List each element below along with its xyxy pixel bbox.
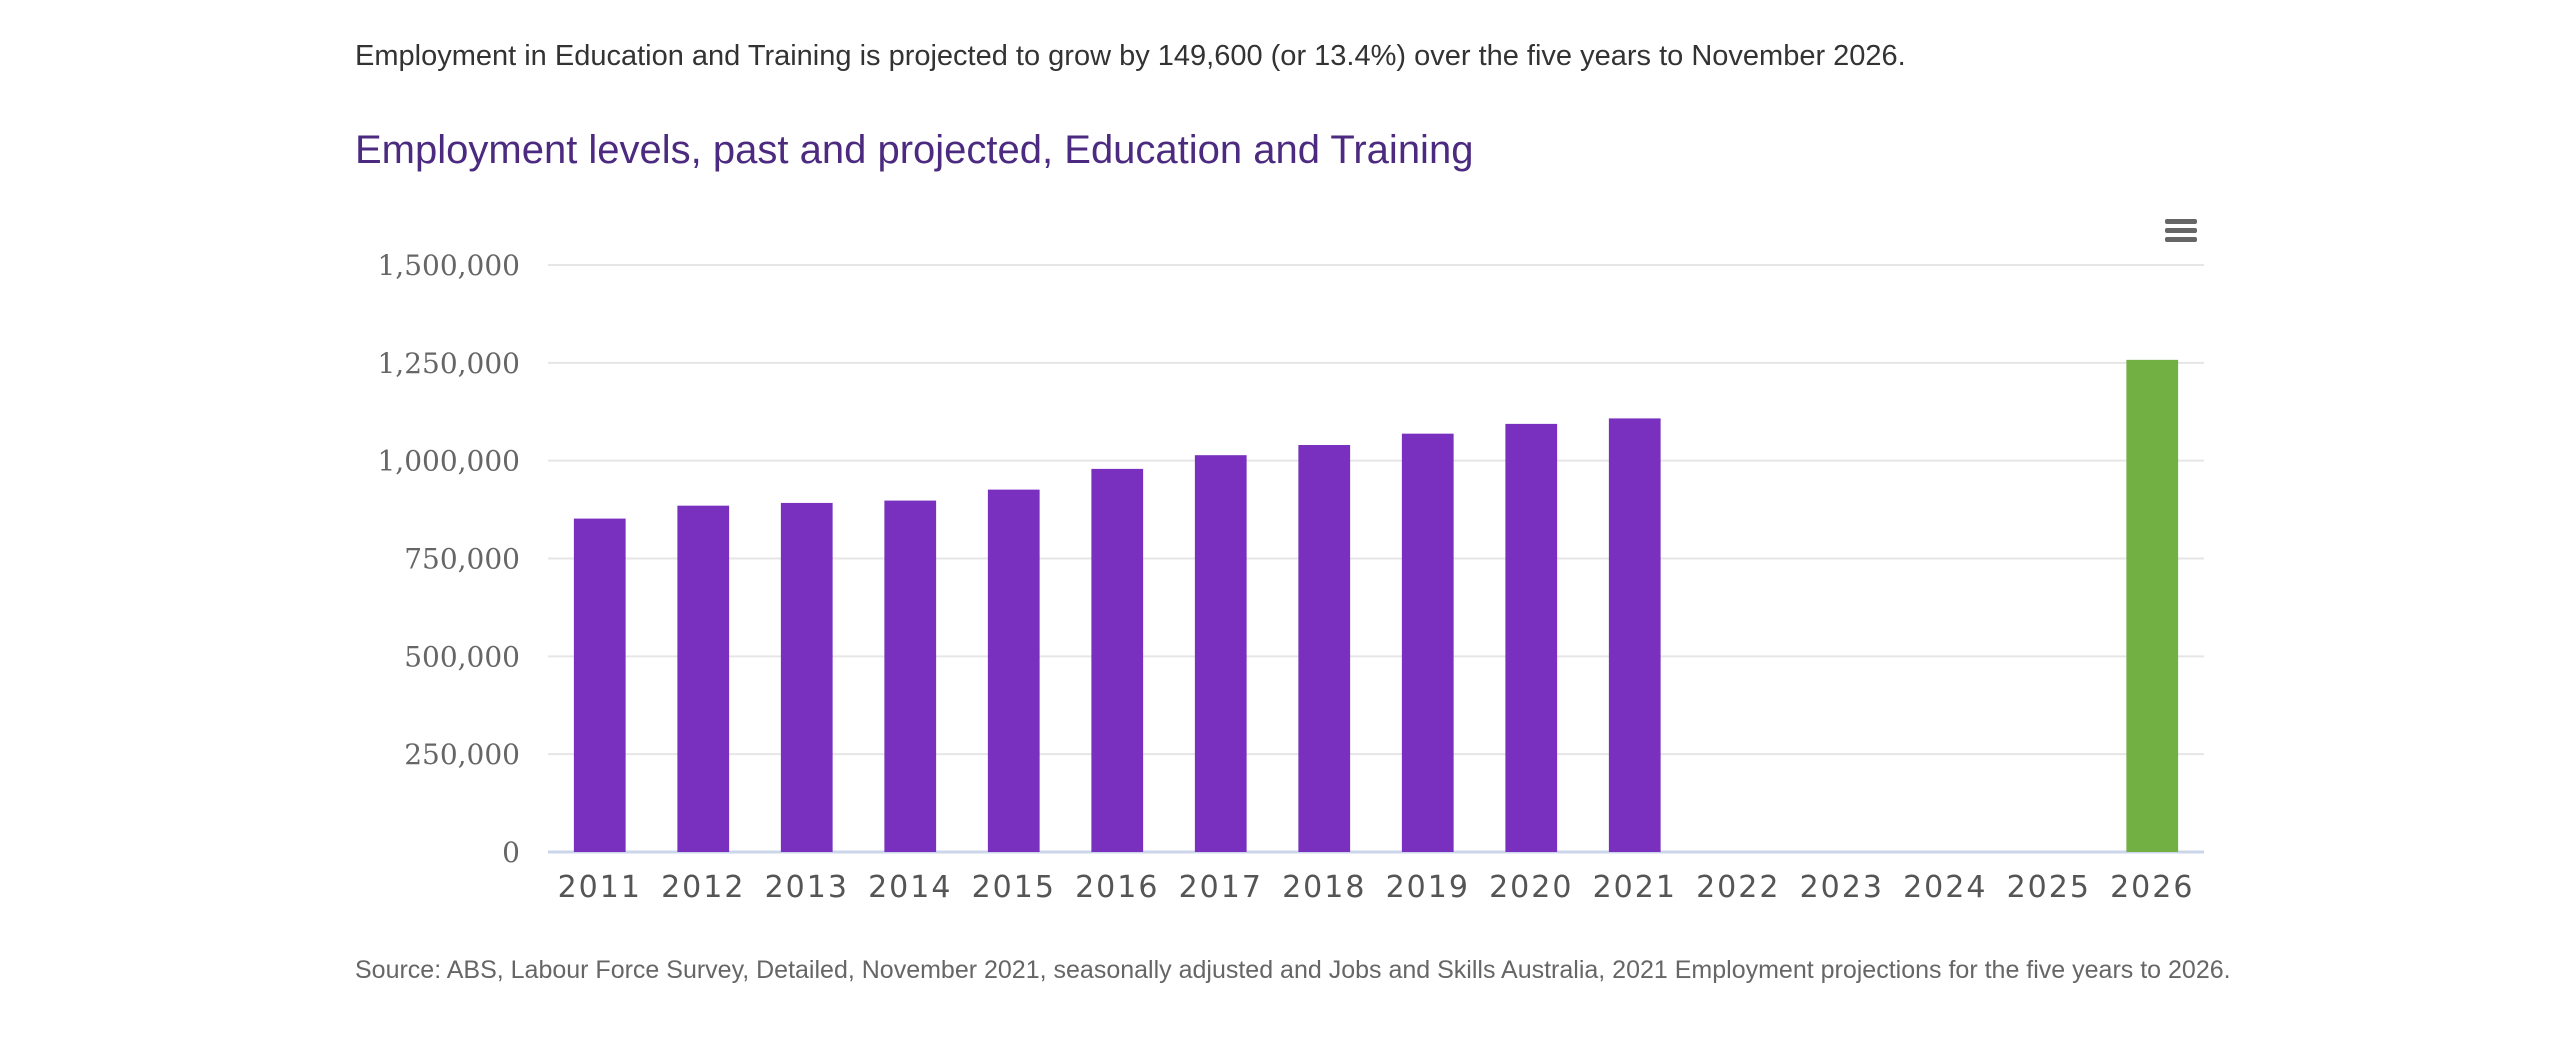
x-tick-label: 2015	[972, 870, 1056, 905]
hamburger-menu-icon[interactable]	[2165, 219, 2197, 245]
source-note: Source: ABS, Labour Force Survey, Detail…	[355, 956, 2231, 984]
x-tick-label: 2012	[661, 870, 745, 905]
bar-2015	[987, 489, 1040, 852]
bar-2013	[780, 502, 833, 852]
bar-2018	[1298, 445, 1351, 852]
x-tick-label: 2023	[1800, 870, 1884, 905]
x-tick-label: 2013	[765, 870, 849, 905]
chart-title: Employment levels, past and projected, E…	[355, 128, 1474, 172]
bar-2014	[884, 500, 937, 852]
x-tick-label: 2022	[1696, 870, 1780, 905]
bar-2019	[1401, 433, 1454, 852]
y-tick-label: 1,500,000	[377, 249, 520, 282]
x-tick-label: 2018	[1282, 870, 1366, 905]
y-tick-label: 1,000,000	[377, 445, 520, 478]
y-tick-label: 250,000	[404, 738, 520, 771]
y-tick-label: 500,000	[404, 640, 520, 673]
bar-2012	[677, 505, 730, 852]
x-tick-label: 2025	[2007, 870, 2091, 905]
x-tick-label: 2026	[2110, 870, 2194, 905]
bar-2011	[573, 518, 626, 852]
x-tick-label: 2014	[868, 870, 952, 905]
x-tick-label: 2020	[1489, 870, 1573, 905]
x-tick-label: 2017	[1179, 870, 1263, 905]
bar-2026	[2126, 359, 2179, 852]
bar-2017	[1194, 455, 1247, 852]
bar-2021	[1608, 418, 1661, 852]
x-tick-label: 2011	[558, 870, 642, 905]
x-tick-label: 2021	[1593, 870, 1677, 905]
y-tick-label: 750,000	[404, 543, 520, 576]
x-tick-label: 2016	[1075, 870, 1159, 905]
bar-2016	[1091, 468, 1144, 852]
bar-2020	[1505, 423, 1558, 852]
bar-chart: 0 250,000 500,000 750,000 1,000,000 1,250,000…	[377, 249, 2204, 905]
y-tick-label: 0	[502, 836, 520, 869]
x-tick-label: 2024	[1903, 870, 1987, 905]
intro-text: Employment in Education and Training is …	[355, 40, 1906, 72]
y-tick-label: 1,250,000	[377, 347, 520, 380]
x-tick-label: 2019	[1386, 870, 1470, 905]
